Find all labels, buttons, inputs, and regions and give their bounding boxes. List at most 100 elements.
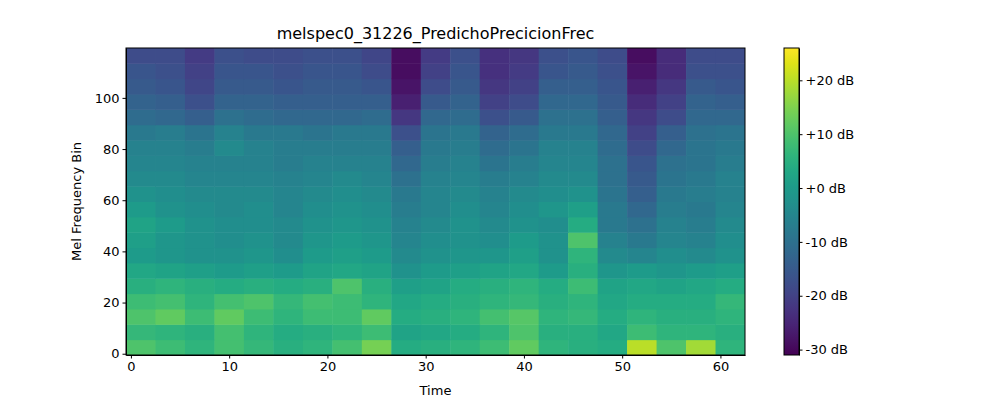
cell [155, 232, 185, 248]
tick-mark [123, 354, 127, 355]
cell [686, 186, 716, 202]
cell [480, 278, 510, 294]
cell [509, 232, 539, 248]
cell [421, 340, 451, 355]
cell [539, 79, 569, 95]
cell [155, 94, 185, 110]
cell [185, 232, 215, 248]
tick: 30 [418, 355, 435, 374]
cell [598, 309, 628, 325]
cell [362, 248, 392, 264]
cell [539, 125, 569, 141]
cell [568, 155, 598, 171]
cell [273, 109, 303, 125]
cell [421, 202, 451, 218]
cell [362, 232, 392, 248]
cell [568, 294, 598, 310]
cell [657, 171, 687, 187]
cell [185, 217, 215, 233]
cell [303, 232, 333, 248]
cell [126, 171, 156, 187]
cell [362, 79, 392, 95]
cell [126, 94, 156, 110]
cell [657, 109, 687, 125]
cell [214, 309, 244, 325]
cell [362, 294, 392, 310]
cell [509, 48, 539, 64]
cell [421, 155, 451, 171]
cell [155, 217, 185, 233]
cell [568, 140, 598, 156]
cell [568, 324, 598, 340]
cell [214, 48, 244, 64]
cell [391, 248, 421, 264]
cell [480, 232, 510, 248]
cell [214, 202, 244, 218]
cell [450, 232, 480, 248]
cell [244, 340, 274, 355]
cell [539, 186, 569, 202]
tick-mark [799, 134, 803, 135]
cell [539, 248, 569, 264]
cell [657, 232, 687, 248]
tick: -20 dB [799, 288, 848, 303]
cell [480, 140, 510, 156]
cell [657, 309, 687, 325]
cell [539, 324, 569, 340]
cell [716, 263, 745, 279]
cell [480, 125, 510, 141]
cell [627, 125, 657, 141]
cell [185, 171, 215, 187]
cell [303, 186, 333, 202]
cell [480, 109, 510, 125]
cell [657, 278, 687, 294]
cell [185, 125, 215, 141]
cell [303, 171, 333, 187]
cell [598, 294, 628, 310]
cell [509, 217, 539, 233]
cell [391, 140, 421, 156]
cell [126, 309, 156, 325]
cell [421, 48, 451, 64]
cell [568, 171, 598, 187]
cell [509, 125, 539, 141]
cell [509, 140, 539, 156]
cell [598, 248, 628, 264]
tick-label: +0 dB [806, 181, 846, 196]
cell [568, 263, 598, 279]
cell [450, 202, 480, 218]
cell [332, 324, 362, 340]
cell [214, 171, 244, 187]
cell [568, 248, 598, 264]
heatmap-cells [126, 48, 745, 355]
cell [509, 324, 539, 340]
tick: -10 dB [799, 235, 848, 250]
cell [657, 48, 687, 64]
tick-label: 100 [95, 91, 120, 106]
cell [273, 186, 303, 202]
y-axis: 020406080100 [95, 49, 127, 362]
cell [509, 278, 539, 294]
cell [303, 202, 333, 218]
colorbar-axis: -30 dB-20 dB-10 dB+0 dB+10 dB+20 dB [799, 49, 854, 358]
cell [480, 217, 510, 233]
cell [303, 278, 333, 294]
cell [450, 125, 480, 141]
tick: 50 [614, 355, 631, 374]
cell [126, 294, 156, 310]
cell [155, 48, 185, 64]
cell [568, 109, 598, 125]
cell [273, 155, 303, 171]
cell [214, 248, 244, 264]
tick-label: -30 dB [806, 342, 849, 357]
cell [568, 79, 598, 95]
cell [421, 109, 451, 125]
cell [627, 171, 657, 187]
cell [686, 217, 716, 233]
cell [185, 340, 215, 355]
cell [539, 155, 569, 171]
cell [716, 217, 745, 233]
cell [450, 140, 480, 156]
cell [214, 63, 244, 79]
cell [273, 171, 303, 187]
